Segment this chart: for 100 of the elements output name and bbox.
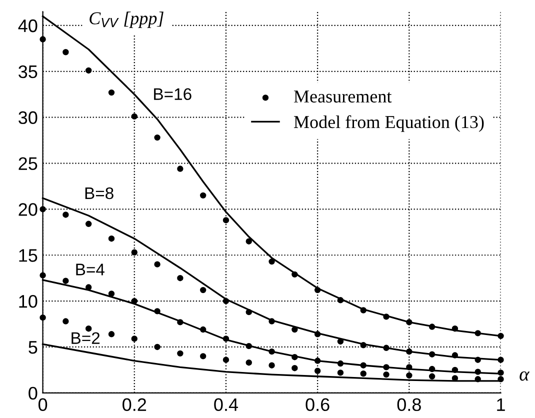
point — [246, 360, 252, 366]
point — [360, 307, 366, 314]
point — [428, 351, 436, 358]
y-tick-label: 35 — [18, 65, 38, 78]
point — [222, 298, 230, 304]
point — [360, 342, 366, 348]
point — [337, 338, 344, 345]
x-tick-label: 0.2 — [122, 398, 146, 412]
point — [85, 284, 92, 290]
point — [222, 217, 230, 224]
annotation: B=2 — [72, 332, 100, 344]
point — [177, 166, 184, 172]
point — [474, 376, 481, 382]
x-tick-label: 1 — [497, 398, 505, 411]
point — [62, 318, 69, 324]
point — [406, 348, 412, 355]
point — [268, 318, 275, 324]
y-tick-label: 5 — [28, 341, 38, 354]
y-tick-label: 30 — [18, 111, 38, 124]
point — [85, 67, 92, 74]
point — [246, 238, 252, 244]
point — [383, 344, 390, 352]
point — [154, 134, 160, 141]
point — [40, 314, 46, 321]
point — [428, 324, 436, 330]
point — [292, 326, 298, 333]
y-tick-label: 40 — [18, 19, 38, 32]
point — [200, 192, 206, 199]
point — [154, 344, 160, 350]
annotation: B=8 — [85, 187, 114, 200]
point — [154, 308, 160, 314]
y-tick-label: 10 — [19, 294, 38, 308]
point — [314, 331, 321, 338]
x-tick-label: 0 — [38, 398, 48, 412]
point — [131, 298, 138, 304]
point — [383, 371, 390, 378]
point — [314, 358, 321, 364]
point — [177, 319, 184, 326]
point — [222, 336, 230, 342]
point — [292, 365, 298, 372]
point — [452, 352, 458, 358]
point — [85, 326, 92, 332]
point — [85, 220, 92, 227]
point — [40, 206, 46, 212]
x-tick-label: 0.6 — [306, 398, 330, 412]
point — [406, 319, 412, 326]
point — [498, 376, 504, 382]
legend-label: Measurement — [294, 90, 392, 103]
point — [222, 356, 230, 363]
y-tick-label: 20 — [18, 203, 38, 216]
point — [108, 331, 115, 338]
point — [246, 342, 252, 350]
point — [406, 364, 412, 370]
point — [292, 354, 298, 360]
legend-label: Model from Equation (13) — [294, 115, 484, 132]
point — [383, 364, 390, 370]
point — [428, 366, 436, 372]
point — [474, 356, 481, 363]
point — [108, 235, 115, 242]
y-axis-title: C$_{VV}$ [ppp] — [90, 12, 164, 28]
point — [177, 350, 184, 357]
point — [108, 89, 115, 96]
point — [177, 274, 184, 282]
point — [428, 373, 436, 380]
point — [360, 370, 366, 377]
point — [200, 286, 206, 294]
point — [292, 271, 298, 278]
point — [383, 314, 390, 320]
point — [62, 49, 69, 56]
annotation: B=16 — [154, 88, 192, 100]
point — [452, 326, 458, 332]
y-tick-label: 15 — [19, 249, 38, 262]
point — [246, 308, 252, 316]
x-tick-label: 0.8 — [397, 398, 421, 412]
point — [337, 360, 344, 367]
point — [200, 353, 206, 360]
point — [62, 278, 69, 284]
point — [337, 297, 344, 304]
point — [268, 258, 275, 265]
point — [314, 368, 321, 374]
point — [452, 375, 458, 382]
point — [268, 348, 275, 355]
point — [452, 366, 458, 374]
x-tick-label: 0.4 — [214, 398, 238, 412]
point — [268, 362, 275, 368]
point — [474, 330, 481, 336]
point — [154, 261, 160, 268]
x-axis-title: α — [520, 371, 530, 381]
annotation: B=4 — [76, 264, 104, 276]
point — [498, 370, 504, 376]
point — [314, 286, 321, 294]
point — [62, 212, 69, 218]
point — [200, 326, 206, 333]
point — [40, 36, 46, 42]
y-tick-label: 0 — [28, 386, 38, 400]
point — [131, 249, 138, 256]
point — [498, 356, 504, 363]
y-tick-label: 25 — [18, 157, 38, 170]
point — [40, 272, 46, 278]
point — [360, 362, 366, 368]
